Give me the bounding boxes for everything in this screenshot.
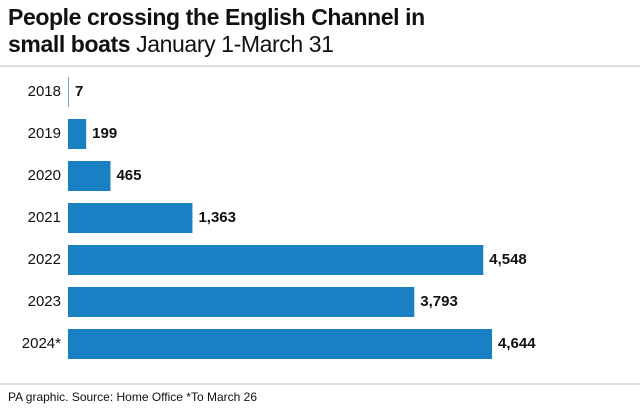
bar [68, 119, 87, 149]
value-label: 3,793 [420, 293, 458, 310]
chart-title: People crossing the English Channel in s… [8, 4, 425, 57]
value-label: 4,644 [498, 335, 536, 352]
category-label: 2021 [28, 209, 61, 226]
category-label: 2022 [28, 251, 61, 268]
value-label: 4,548 [489, 251, 527, 268]
value-label: 7 [75, 83, 83, 100]
title-block: People crossing the English Channel in s… [8, 4, 438, 58]
bar [68, 203, 193, 233]
bar [68, 287, 415, 317]
value-label: 199 [92, 125, 117, 142]
bar [68, 329, 492, 359]
category-label: 2018 [28, 83, 61, 100]
category-label: 2024* [22, 335, 61, 352]
category-label: 2020 [28, 167, 61, 184]
bar [68, 77, 69, 107]
bar [68, 161, 111, 191]
source: PA graphic. Source: Home Office *To Marc… [8, 390, 257, 404]
category-label: 2023 [28, 293, 61, 310]
chart-subtitle: January 1-March 31 [136, 31, 334, 57]
bar [68, 245, 484, 275]
category-label: 2019 [28, 125, 61, 142]
value-label: 465 [116, 167, 141, 184]
value-label: 1,363 [198, 209, 236, 226]
